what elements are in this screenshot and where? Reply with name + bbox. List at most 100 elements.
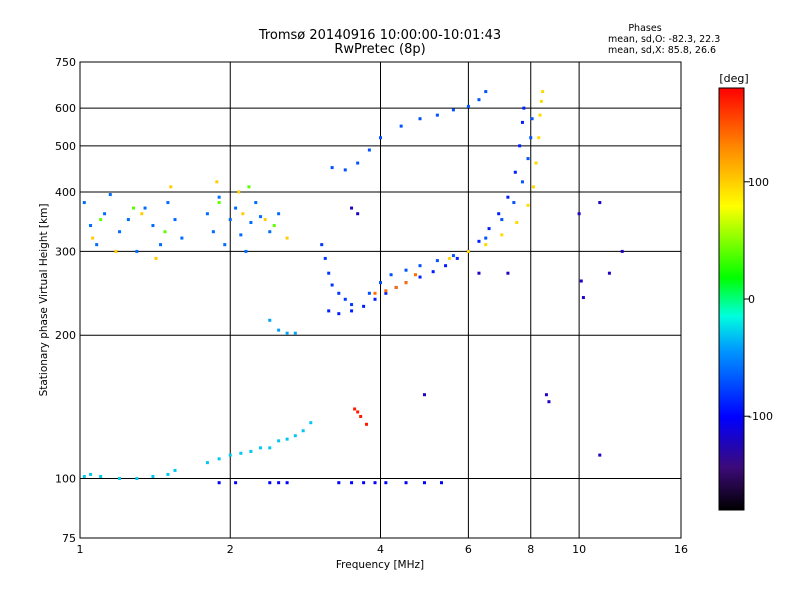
data-point <box>431 270 435 274</box>
data-point <box>518 144 522 148</box>
data-point <box>205 461 209 465</box>
data-point <box>404 281 408 285</box>
data-point <box>526 203 530 207</box>
data-point <box>500 233 504 237</box>
data-point <box>89 224 93 228</box>
data-points <box>82 90 624 485</box>
data-point <box>277 439 281 443</box>
x-tick-label: 1 <box>77 543 84 556</box>
y-tick-label: 200 <box>55 329 76 342</box>
data-point <box>277 481 281 485</box>
data-point <box>249 221 253 225</box>
phases-heading: Phases <box>628 23 661 34</box>
data-point <box>379 281 382 285</box>
data-point <box>272 224 276 228</box>
chart-title-line2: RwPretec (8p) <box>334 42 425 57</box>
colorbar-tick-label: -100 <box>748 410 773 423</box>
data-point <box>362 304 366 308</box>
data-point <box>607 271 611 275</box>
data-point <box>268 230 272 234</box>
x-tick-label: 4 <box>377 543 384 556</box>
data-point <box>455 256 459 260</box>
data-point <box>373 481 377 485</box>
data-point <box>577 212 581 216</box>
data-point <box>151 474 155 478</box>
data-point <box>513 170 517 174</box>
data-point <box>466 249 470 253</box>
data-point <box>337 312 341 316</box>
data-point <box>579 279 583 283</box>
data-point <box>451 108 455 112</box>
data-point <box>239 451 243 455</box>
data-point <box>239 233 243 237</box>
data-point <box>327 271 331 275</box>
data-point <box>343 168 347 172</box>
data-point <box>234 206 238 210</box>
data-point <box>356 410 360 414</box>
data-point <box>404 268 408 272</box>
plot-frame <box>79 61 682 539</box>
data-point <box>362 481 366 485</box>
data-point <box>163 230 167 234</box>
data-point <box>512 201 516 205</box>
data-point <box>285 236 289 240</box>
data-point <box>108 193 112 197</box>
data-point <box>389 273 393 277</box>
data-point <box>132 206 136 210</box>
data-point <box>140 212 144 216</box>
data-point <box>435 113 439 117</box>
data-point <box>487 227 491 231</box>
data-point <box>484 236 488 240</box>
y-tick-label: 600 <box>55 102 76 115</box>
data-point <box>384 481 388 485</box>
data-point <box>394 285 398 289</box>
data-point <box>529 136 533 140</box>
x-tick-label: 6 <box>465 543 472 556</box>
data-point <box>506 195 510 199</box>
data-point <box>350 206 354 210</box>
data-point <box>373 297 377 301</box>
data-point <box>435 259 439 263</box>
data-point <box>581 296 585 300</box>
data-point <box>477 98 481 102</box>
data-point <box>247 185 251 189</box>
data-point <box>151 224 155 228</box>
data-point <box>399 124 403 128</box>
grid-lines <box>80 62 681 538</box>
data-point <box>413 273 417 277</box>
data-point <box>330 283 334 287</box>
data-point <box>320 243 324 247</box>
data-point <box>254 201 258 205</box>
data-point <box>323 256 327 260</box>
data-point <box>159 243 163 247</box>
data-point <box>538 113 542 117</box>
data-point <box>89 472 93 476</box>
data-point <box>365 422 369 426</box>
data-point <box>384 291 388 295</box>
data-point <box>118 477 122 481</box>
data-point <box>418 264 422 268</box>
data-point <box>135 477 139 481</box>
data-point <box>285 481 289 485</box>
data-point <box>350 309 354 313</box>
data-point <box>359 414 363 418</box>
data-point <box>531 185 535 189</box>
data-point <box>522 106 526 110</box>
data-point <box>539 99 543 103</box>
data-point <box>379 136 382 140</box>
data-point <box>330 166 334 170</box>
data-point <box>277 328 281 332</box>
x-tick-label: 10 <box>572 543 586 556</box>
y-tick-label: 75 <box>62 532 76 545</box>
data-point <box>293 331 297 335</box>
y-tick-labels: 75 100 200 300 400 500 600 750 <box>55 56 76 545</box>
colorbar-label: [deg] <box>719 72 748 85</box>
data-point <box>537 136 541 140</box>
data-point <box>404 481 408 485</box>
chart-title-line1: Tromsø 20140916 10:00:00-10:01:43 <box>258 28 501 43</box>
data-point <box>448 256 452 260</box>
data-point <box>217 201 221 205</box>
data-point <box>173 468 177 472</box>
data-point <box>497 212 501 216</box>
data-point <box>228 218 232 222</box>
